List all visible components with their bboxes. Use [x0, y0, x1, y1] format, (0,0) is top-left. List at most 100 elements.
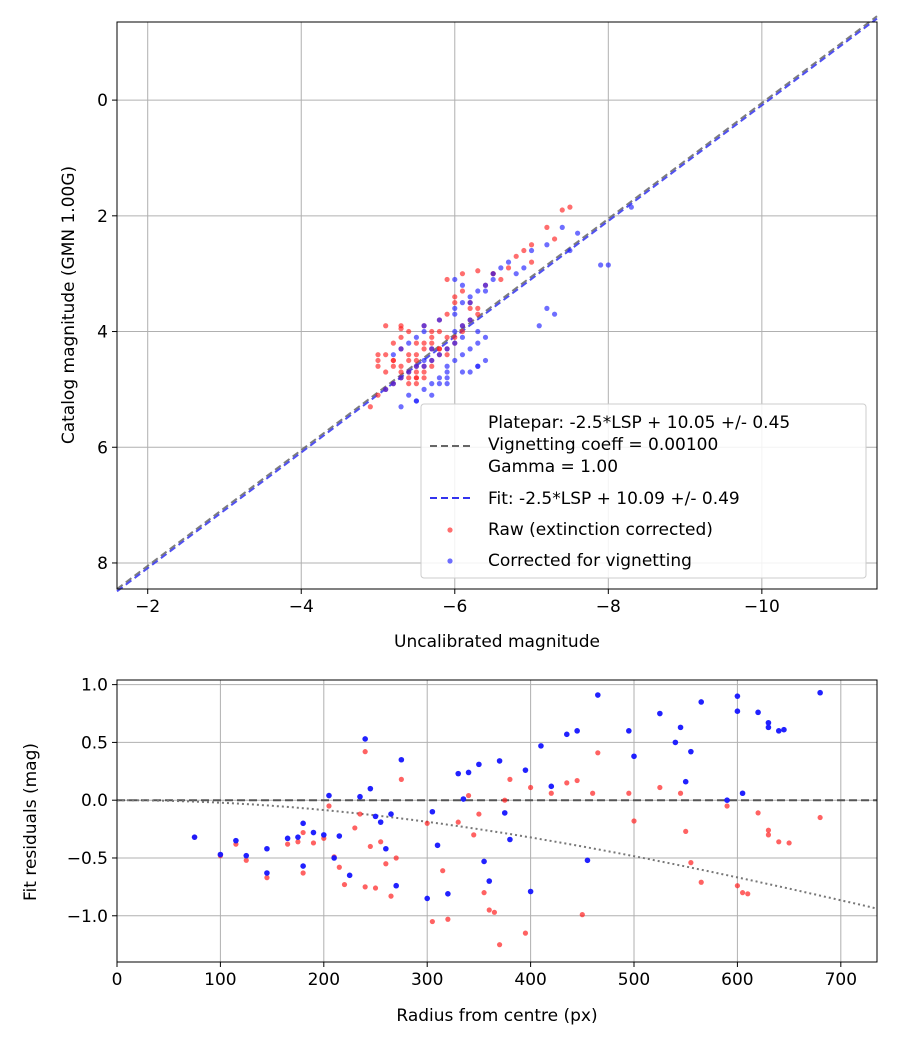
- residual-corrected-point: [295, 834, 301, 840]
- raw-point: [375, 357, 381, 364]
- raw-point: [383, 323, 389, 329]
- residual-corrected-point: [331, 855, 337, 861]
- residual-raw-point: [264, 875, 270, 881]
- raw-point: [390, 357, 396, 364]
- corrected-point: [452, 340, 458, 346]
- residual-corrected-point: [507, 836, 513, 843]
- residual-raw-point: [786, 840, 792, 846]
- residual-raw-point: [393, 855, 399, 861]
- top-y-tick-label: 6: [97, 438, 108, 458]
- raw-point: [406, 375, 412, 381]
- raw-point: [421, 346, 427, 352]
- corrected-point: [513, 271, 519, 277]
- raw-point: [436, 346, 443, 352]
- residual-raw-point: [496, 942, 503, 948]
- corrected-point: [421, 323, 427, 329]
- top-y-tick-label: 8: [97, 554, 108, 574]
- bottom-grid: [116, 680, 877, 962]
- residual-raw-point: [243, 857, 249, 863]
- corrected-point: [406, 369, 412, 375]
- bottom-y-ticks: 1.0 0.5 0.0 −0.5 −1.0: [67, 676, 117, 927]
- residual-corrected-point: [734, 708, 741, 715]
- bottom-reference-lines: [117, 799, 878, 910]
- residual-raw-point: [336, 864, 342, 870]
- raw-point: [467, 305, 473, 311]
- raw-point: [406, 381, 412, 387]
- residual-corrected-point: [496, 758, 503, 764]
- raw-point: [383, 369, 389, 375]
- raw-point: [375, 392, 381, 398]
- raw-point: [475, 305, 481, 311]
- residual-corrected-point: [765, 724, 772, 731]
- corrected-point: [575, 230, 581, 236]
- legend-platepar-line-3: Gamma = 1.00: [488, 457, 618, 477]
- raw-point: [398, 326, 404, 332]
- raw-point: [390, 340, 396, 346]
- corrected-point: [444, 346, 450, 352]
- raw-point: [452, 294, 458, 300]
- residual-corrected-point: [191, 834, 198, 840]
- corrected-point: [452, 357, 458, 364]
- raw-point: [390, 363, 396, 369]
- top-x-tick-label: −10: [744, 597, 780, 617]
- residual-corrected-point: [367, 785, 374, 792]
- raw-point: [383, 352, 389, 358]
- raw-point: [444, 311, 450, 317]
- legend-platepar-line-2: Vignetting coeff = 0.00100: [488, 435, 718, 455]
- raw-point: [475, 268, 481, 274]
- raw-point: [413, 340, 419, 346]
- corrected-point: [482, 357, 489, 364]
- corrected-point: [490, 276, 496, 283]
- residual-corrected-point: [377, 819, 384, 825]
- residual-raw-point: [724, 803, 730, 809]
- residual-corrected-point: [357, 793, 363, 800]
- residual-corrected-point: [574, 728, 580, 734]
- corrected-point: [605, 262, 611, 268]
- residual-corrected-point: [465, 769, 472, 776]
- raw-point: [475, 311, 481, 317]
- top-x-ticks: −2 −4 −6 −8 −10: [135, 589, 780, 617]
- raw-point: [429, 340, 435, 346]
- residual-raw-point: [765, 832, 772, 838]
- raw-point: [528, 259, 535, 265]
- legend-raw-marker: [447, 527, 453, 533]
- raw-point: [406, 328, 412, 335]
- raw-point: [413, 375, 419, 381]
- bottom-x-tick-label: 300: [411, 970, 443, 990]
- residual-corrected-point: [326, 792, 332, 799]
- corrected-point: [436, 375, 443, 381]
- raw-point: [421, 369, 427, 375]
- top-x-axis-label: Uncalibrated magnitude: [394, 632, 600, 652]
- corrected-point: [452, 311, 458, 317]
- residual-raw-point: [817, 814, 823, 821]
- corrected-point: [544, 305, 550, 311]
- bottom-y-tick-label: 0.5: [81, 733, 108, 753]
- residual-raw-point: [486, 907, 492, 913]
- raw-point: [421, 340, 427, 346]
- raw-point: [406, 352, 412, 358]
- residual-raw-point: [429, 918, 435, 925]
- corrected-point: [498, 265, 504, 271]
- raw-point: [413, 381, 419, 387]
- corrected-point: [467, 300, 473, 306]
- residual-corrected-point: [739, 790, 746, 797]
- legend-corrected-marker: [447, 558, 453, 564]
- residual-raw-point: [574, 777, 580, 784]
- residual-raw-point: [455, 819, 461, 825]
- raw-point: [452, 300, 458, 306]
- bottom-scatter-points: [191, 689, 823, 948]
- residual-corrected-point: [434, 842, 441, 849]
- bottom-x-axis-label: Radius from centre (px): [396, 1006, 597, 1026]
- corrected-point: [452, 276, 458, 283]
- raw-point: [521, 247, 527, 254]
- residual-corrected-point: [372, 813, 379, 820]
- residual-corrected-point: [765, 719, 772, 726]
- corrected-point: [482, 334, 489, 340]
- residual-corrected-point: [563, 731, 570, 738]
- corrected-point: [475, 340, 481, 346]
- corrected-point: [536, 323, 542, 329]
- corrected-point: [444, 369, 450, 375]
- corrected-point: [429, 392, 435, 398]
- residual-raw-point: [698, 879, 704, 885]
